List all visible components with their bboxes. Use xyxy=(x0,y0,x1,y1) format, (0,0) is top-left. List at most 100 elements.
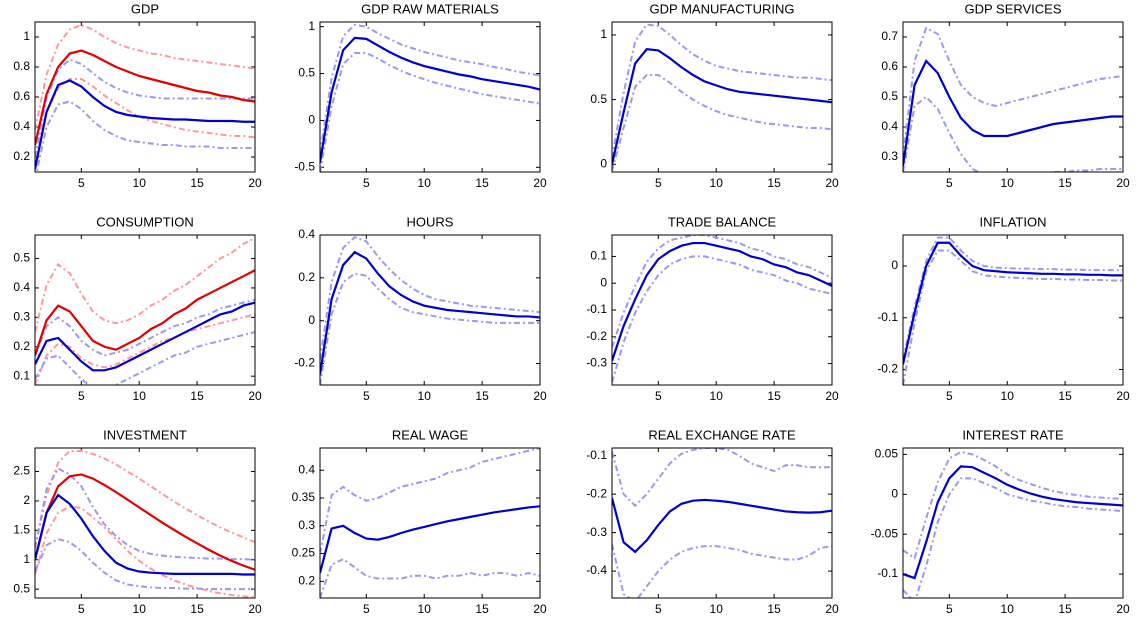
x-tick-label: 10 xyxy=(133,176,147,190)
band-line xyxy=(320,235,540,360)
x-tick-label: 10 xyxy=(1001,602,1015,616)
y-tick-label: 0.3 xyxy=(13,310,30,324)
y-tick-label: 0.6 xyxy=(13,89,30,103)
x-tick-label: 15 xyxy=(1058,389,1072,403)
x-tick-label: 5 xyxy=(78,389,85,403)
line-series xyxy=(903,465,1123,580)
x-tick-label: 10 xyxy=(710,389,724,403)
y-tick-label: -0.3 xyxy=(586,525,607,539)
x-tick-label: 10 xyxy=(418,602,432,616)
y-tick-label: 1 xyxy=(600,27,607,41)
y-tick-label: 1 xyxy=(23,552,30,566)
y-tick-label: -0.2 xyxy=(294,356,315,370)
subplot: INFLATION -0.2 -0.1 0 5 10 15 20 xyxy=(877,214,1130,403)
y-tick-label: 0.1 xyxy=(13,368,30,382)
axes-box xyxy=(902,234,1124,386)
x-tick-label: 20 xyxy=(533,389,547,403)
axes-box xyxy=(319,447,541,599)
line-series xyxy=(35,301,255,372)
y-tick-label: 1 xyxy=(23,29,30,43)
band-line xyxy=(320,272,540,385)
x-tick-label: 20 xyxy=(533,602,547,616)
y-tick-label: -0.1 xyxy=(877,310,898,324)
line-series xyxy=(35,79,255,170)
subplot-title: REAL EXCHANGE RATE xyxy=(648,427,796,442)
band-line xyxy=(320,448,540,554)
band-line xyxy=(35,100,255,172)
y-tick-label: 0.35 xyxy=(292,490,316,504)
x-tick-label: 15 xyxy=(475,389,489,403)
axes-box xyxy=(34,447,256,599)
x-tick-label: 15 xyxy=(1058,176,1072,190)
y-tick-label: 0 xyxy=(308,113,315,127)
subplot: REAL EXCHANGE RATE -0.4 -0.3 -0.2 -0.1 5 10 15 2… xyxy=(586,427,839,616)
y-tick-label: 0.4 xyxy=(13,119,30,133)
x-tick-label: 10 xyxy=(418,176,432,190)
x-tick-label: 15 xyxy=(190,389,204,403)
x-tick-label: 10 xyxy=(1001,176,1015,190)
subplot: REAL WAGE 0.2 0.25 0.3 0.35 0.4 5 10 15 20 xyxy=(292,427,547,616)
x-tick-label: 20 xyxy=(825,602,839,616)
y-tick-label: 0.5 xyxy=(13,251,30,265)
band-line xyxy=(612,23,832,158)
y-tick-label: 0.8 xyxy=(13,59,30,73)
subplot-title: INTEREST RATE xyxy=(962,427,1064,442)
line-series xyxy=(35,49,255,146)
band-line xyxy=(612,255,832,383)
x-tick-label: 5 xyxy=(78,176,85,190)
y-tick-label: 0.1 xyxy=(590,249,607,263)
y-tick-label: -0.2 xyxy=(586,486,607,500)
x-tick-label: 5 xyxy=(363,389,370,403)
x-tick-label: 15 xyxy=(1058,602,1072,616)
band-line xyxy=(903,236,1123,360)
y-tick-label: 0.25 xyxy=(292,546,316,560)
axes-box xyxy=(611,234,833,386)
y-tick-label: 0 xyxy=(600,275,607,289)
y-tick-label: -0.05 xyxy=(871,526,899,540)
y-tick-label: 0.05 xyxy=(875,447,899,461)
y-tick-label: -0.1 xyxy=(586,448,607,462)
x-tick-label: 5 xyxy=(78,602,85,616)
x-tick-label: 5 xyxy=(363,176,370,190)
subplot-title: TRADE BALANCE xyxy=(668,214,777,229)
x-tick-label: 15 xyxy=(475,176,489,190)
band-line xyxy=(35,467,255,561)
band-line xyxy=(612,543,832,598)
x-tick-label: 20 xyxy=(825,176,839,190)
band-line xyxy=(903,249,1123,385)
y-tick-label: 0.5 xyxy=(298,66,315,80)
line-series xyxy=(320,505,540,574)
x-tick-label: 10 xyxy=(133,389,147,403)
y-tick-label: -0.1 xyxy=(586,302,607,316)
band-line xyxy=(35,78,255,158)
y-tick-label: 2 xyxy=(23,493,30,507)
y-tick-label: -0.4 xyxy=(586,563,607,577)
axes-box xyxy=(34,234,256,386)
axes-box xyxy=(611,447,833,599)
band-line xyxy=(35,58,255,158)
x-tick-label: 20 xyxy=(248,389,262,403)
subplot-title: REAL WAGE xyxy=(392,427,469,442)
line-series xyxy=(320,250,540,375)
subplot-title: HOURS xyxy=(407,214,454,229)
x-tick-label: 15 xyxy=(767,602,781,616)
subplot: HOURS -0.2 0 0.2 0.4 5 10 15 20 xyxy=(294,214,547,403)
band-line xyxy=(35,538,255,591)
line-series xyxy=(903,241,1123,365)
subplot: GDP SERVICES 0.3 0.4 0.5 0.6 0.7 5 10 15 20 xyxy=(881,1,1130,190)
subplot-title: GDP xyxy=(131,1,159,16)
band-line xyxy=(320,51,540,172)
band-line xyxy=(612,74,832,171)
y-tick-label: 0.4 xyxy=(298,462,315,476)
y-tick-label: 0.5 xyxy=(881,89,898,103)
line-series xyxy=(612,241,832,362)
x-tick-label: 5 xyxy=(655,176,662,190)
band-line xyxy=(35,298,255,357)
subplot: INTEREST RATE -0.1 -0.05 0 0.05 5 10 15 20 xyxy=(871,427,1130,616)
subplot-title: GDP MANUFACTURING xyxy=(650,1,795,16)
x-tick-label: 5 xyxy=(946,602,953,616)
x-tick-label: 15 xyxy=(190,176,204,190)
line-series xyxy=(320,36,540,163)
x-tick-label: 10 xyxy=(1001,389,1015,403)
